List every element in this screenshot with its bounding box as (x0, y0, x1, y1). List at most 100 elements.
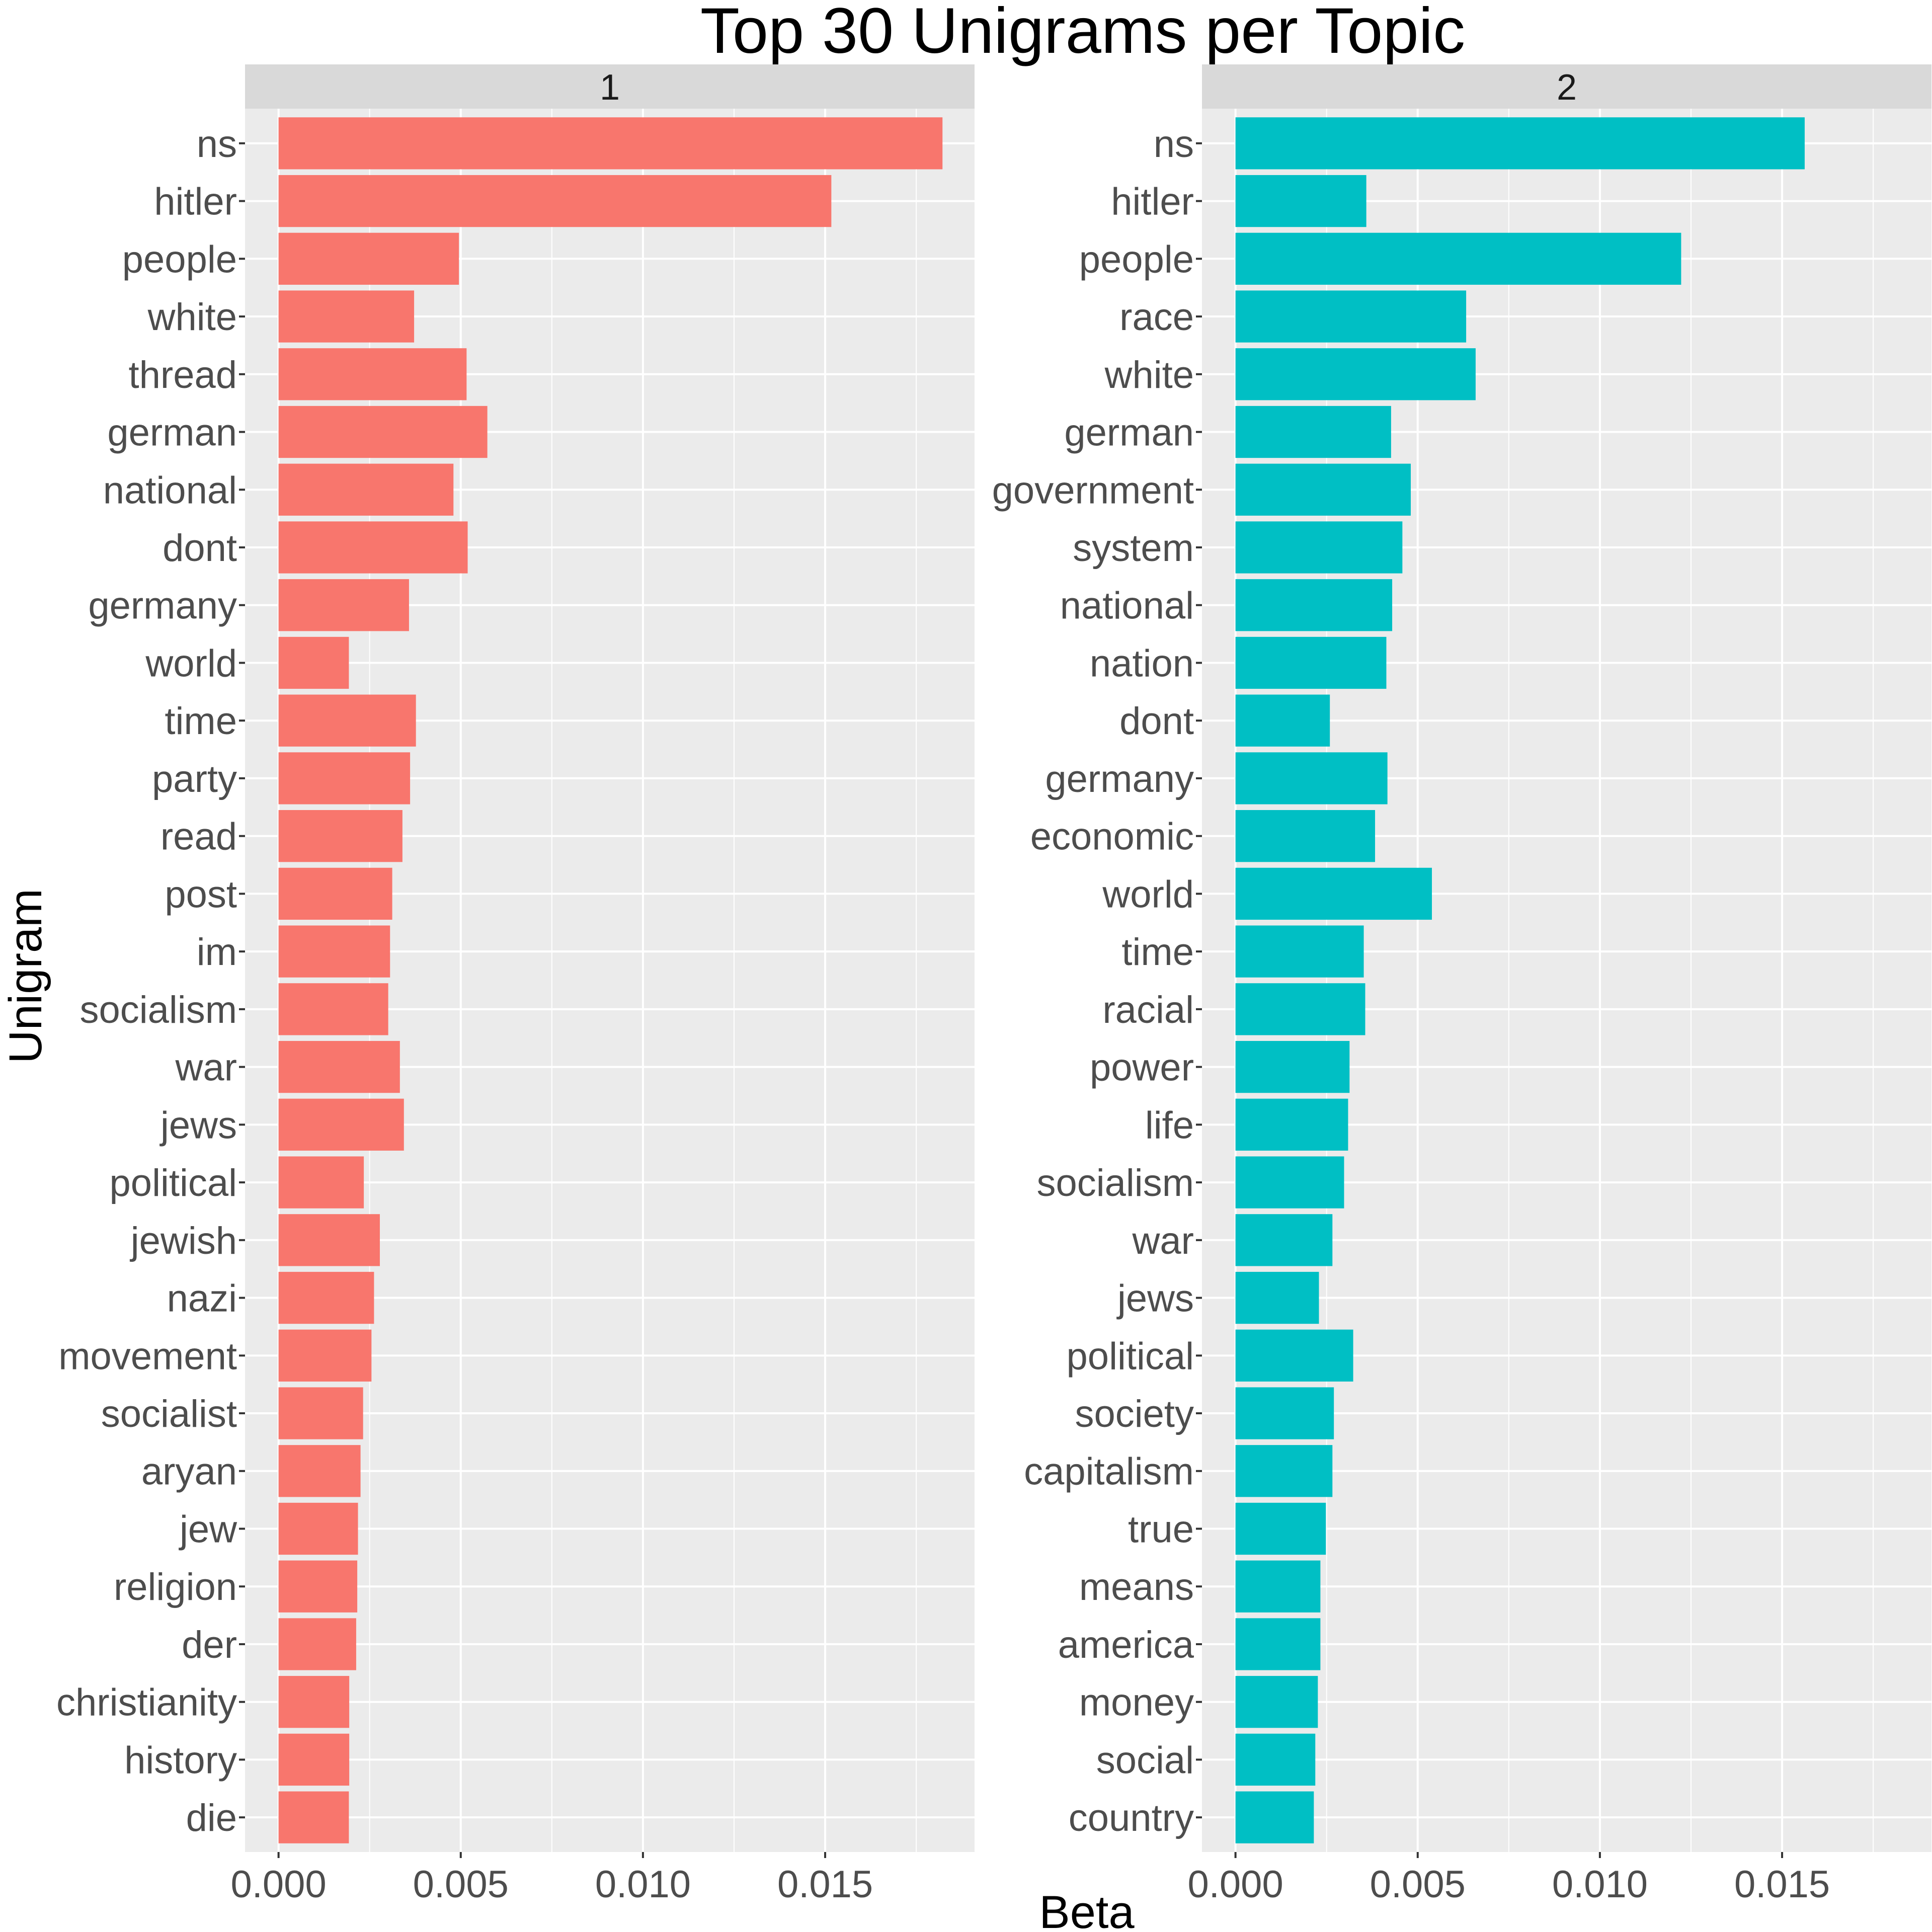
bar (278, 1271, 374, 1324)
bar (1235, 579, 1393, 631)
y-axis-title: Unigram (0, 889, 51, 1064)
y-tick-label: jew (179, 1508, 237, 1551)
y-tick-label: dont (1119, 700, 1194, 743)
facet-strip-label: 2 (1557, 67, 1577, 108)
bar (1235, 810, 1376, 862)
bar (278, 1618, 356, 1670)
bar (1235, 117, 1805, 170)
bar (278, 348, 467, 400)
y-tick-label: thread (129, 354, 237, 396)
y-tick-label: post (165, 873, 237, 916)
bar (278, 694, 416, 747)
y-tick-label: aryan (141, 1451, 237, 1493)
bar (278, 232, 459, 285)
bar (1235, 348, 1476, 400)
bar (1235, 521, 1403, 574)
bar (278, 1040, 400, 1093)
bar (1235, 1040, 1350, 1093)
bar (1235, 1618, 1321, 1670)
facet-strip (245, 64, 975, 109)
bar (1235, 463, 1411, 516)
bar (278, 752, 411, 804)
y-tick-label: political (1067, 1335, 1194, 1378)
y-tick-label: dont (163, 527, 237, 570)
y-tick-label: race (1119, 296, 1194, 339)
y-tick-label: nazi (167, 1277, 237, 1320)
bar (278, 925, 390, 978)
bar (278, 1214, 380, 1266)
y-tick-label: german (1064, 412, 1194, 454)
bar (278, 521, 468, 574)
bar (1235, 406, 1391, 458)
y-tick-label: movement (58, 1335, 237, 1378)
x-tick-label: 0.010 (1552, 1863, 1648, 1906)
y-tick-label: economic (1030, 816, 1194, 858)
x-tick-label: 0.015 (1734, 1863, 1830, 1906)
facet-strip-label: 1 (600, 67, 620, 108)
bar (1235, 1560, 1321, 1613)
bar (278, 290, 415, 343)
y-tick-label: nation (1090, 642, 1194, 685)
bar (1235, 1445, 1333, 1497)
facet-panel: 1 ns hitler people white thread german national… (56, 64, 975, 1906)
bar (1235, 290, 1467, 343)
bar (278, 1502, 358, 1555)
bar (278, 636, 349, 689)
bar (278, 1560, 358, 1613)
facets: 1 ns hitler people white thread german national… (56, 64, 1931, 1906)
bar (1235, 1098, 1348, 1151)
y-tick-label: ns (197, 123, 237, 166)
y-tick-label: socialism (1037, 1162, 1194, 1204)
y-tick-label: im (197, 931, 237, 974)
y-tick-label: america (1058, 1624, 1194, 1666)
y-tick-label: white (147, 296, 237, 339)
facet-panel: 2 ns hitler people race white german government… (992, 64, 1931, 1906)
y-tick-label: people (122, 238, 237, 281)
x-axis-title: Beta (1039, 1887, 1135, 1932)
bar (1235, 925, 1364, 978)
y-tick-label: people (1079, 238, 1194, 281)
y-tick-label: social (1096, 1739, 1194, 1782)
x-tick-label: 0.005 (413, 1863, 509, 1906)
bar (1235, 636, 1387, 689)
y-tick-label: die (186, 1797, 237, 1839)
facet-strip (1202, 64, 1931, 109)
y-tick-label: war (1132, 1220, 1194, 1262)
y-tick-label: der (182, 1624, 237, 1666)
bar (278, 1329, 372, 1382)
bar (278, 1445, 361, 1497)
x-tick-label: 0.000 (1188, 1863, 1283, 1906)
y-tick-label: country (1069, 1797, 1194, 1839)
y-tick-label: political (110, 1162, 237, 1204)
bar (1235, 983, 1365, 1035)
x-tick-label: 0.005 (1370, 1863, 1466, 1906)
bar (278, 1676, 350, 1728)
x-tick-label: 0.015 (777, 1863, 873, 1906)
bar (1235, 752, 1388, 804)
y-tick-label: white (1104, 354, 1194, 396)
y-tick-label: ns (1154, 123, 1194, 166)
bar (1235, 1676, 1318, 1728)
bar (1235, 1329, 1353, 1382)
bar (278, 579, 409, 631)
bar (1235, 175, 1366, 227)
y-tick-label: read (160, 816, 237, 858)
bar (278, 1733, 350, 1786)
y-tick-label: history (124, 1739, 237, 1782)
y-tick-label: world (145, 642, 237, 685)
y-tick-label: capitalism (1024, 1451, 1194, 1493)
bar (278, 175, 832, 227)
bar (1235, 694, 1330, 747)
y-tick-label: german (107, 412, 237, 454)
chart-title: Top 30 Unigrams per Topic (700, 0, 1465, 67)
y-tick-label: national (1060, 585, 1194, 627)
bar (1235, 1733, 1316, 1786)
bar (278, 1387, 363, 1439)
y-tick-label: money (1079, 1681, 1194, 1724)
y-tick-label: jews (1116, 1277, 1194, 1320)
bar (278, 983, 388, 1035)
y-tick-label: time (165, 700, 237, 743)
y-tick-label: religion (114, 1566, 237, 1608)
y-tick-label: jewish (130, 1220, 237, 1262)
y-tick-label: germany (1045, 758, 1194, 800)
